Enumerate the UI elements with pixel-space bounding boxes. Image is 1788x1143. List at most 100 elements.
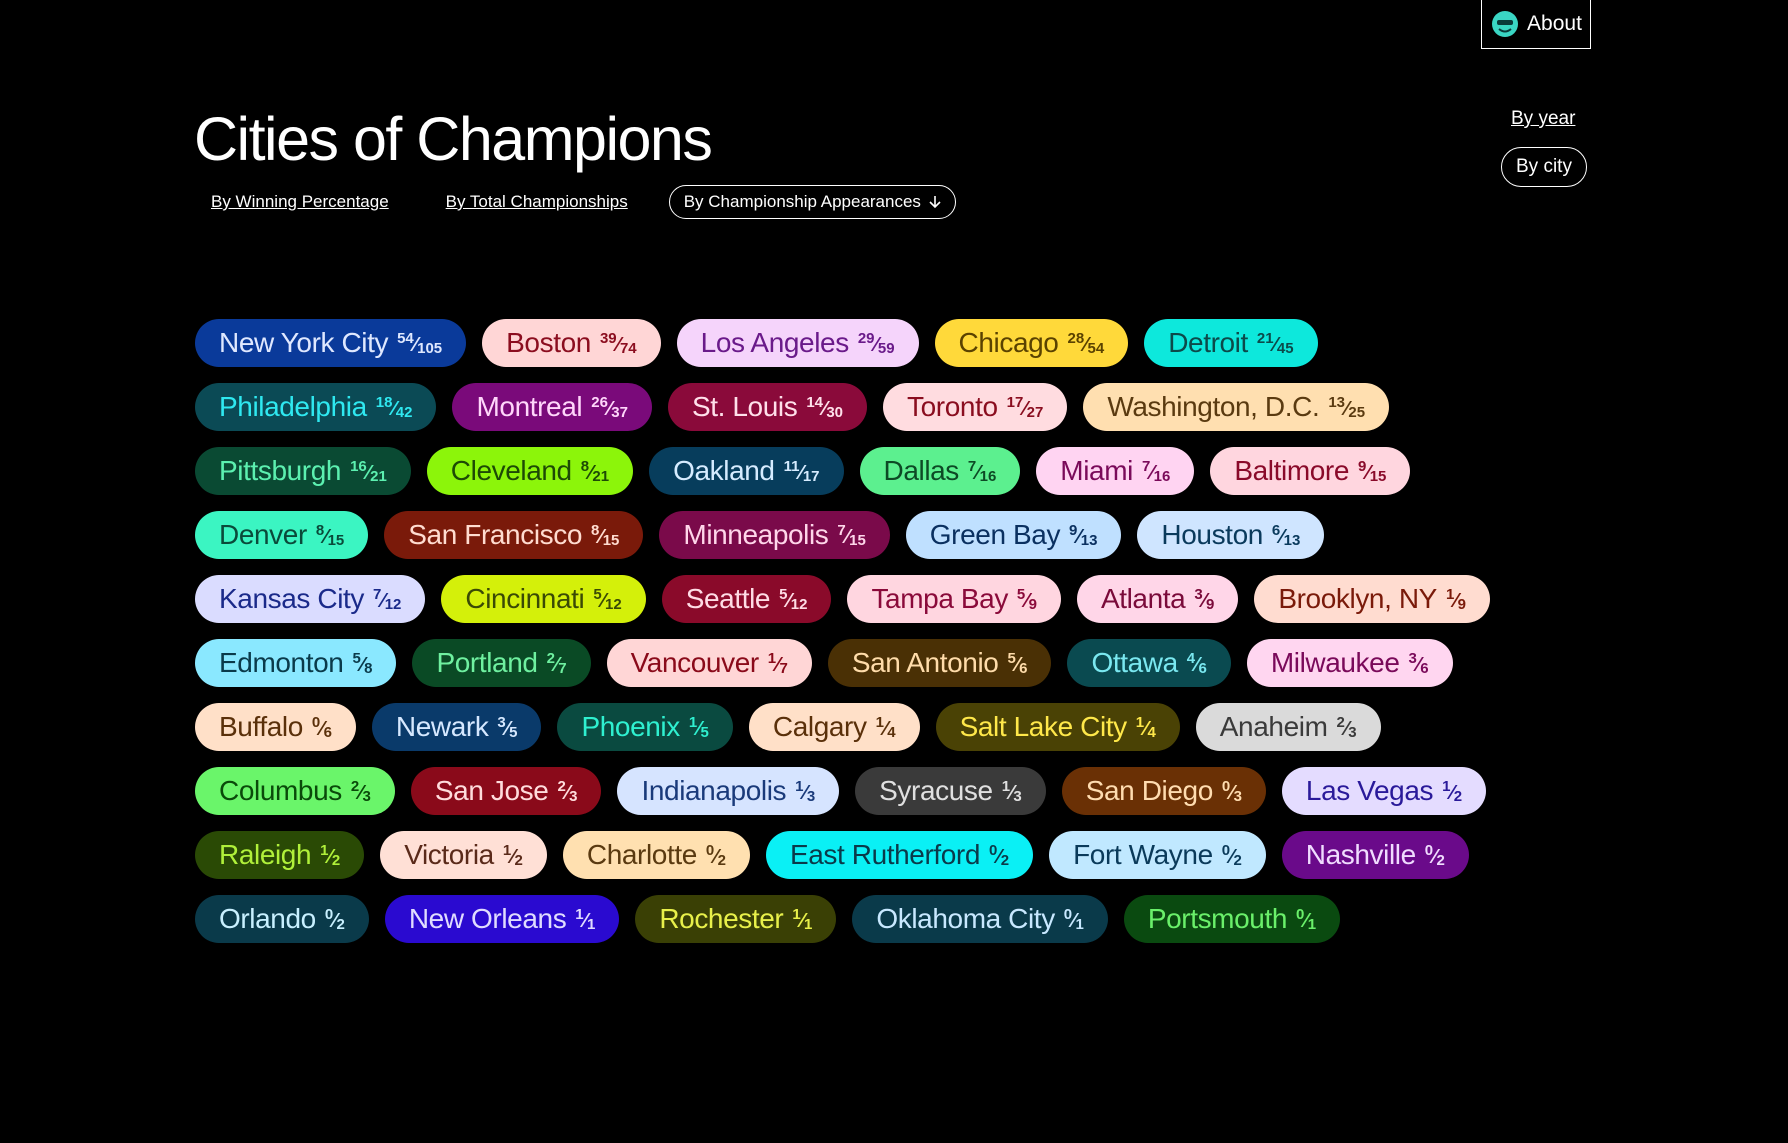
city-name: Calgary: [772, 711, 867, 742]
city-pill[interactable]: Detroit 21⁄45: [1144, 319, 1318, 367]
city-record: 8⁄21: [580, 457, 610, 485]
sort-option[interactable]: By Total Championships: [445, 192, 628, 211]
about-label: About: [1527, 12, 1582, 35]
city-pill[interactable]: Philadelphia 18⁄42: [195, 383, 437, 431]
city-pill[interactable]: Oakland 11⁄17: [649, 447, 844, 495]
city-pill[interactable]: New Orleans 1⁄1: [384, 895, 620, 943]
city-record: 1⁄9: [1445, 585, 1466, 613]
sort-options: By Winning Percentage By Total Champions…: [195, 185, 956, 219]
city-name: Buffalo: [219, 711, 303, 742]
city-pill[interactable]: Buffalo 0⁄6: [195, 703, 356, 751]
city-pill[interactable]: Cleveland 8⁄21: [426, 447, 634, 495]
city-name: Atlanta: [1100, 583, 1186, 614]
city-name: Victoria: [404, 839, 494, 870]
city-pill[interactable]: Houston 6⁄13: [1137, 511, 1325, 559]
city-name: Washington, D.C.: [1107, 391, 1320, 422]
city-pill[interactable]: Indianapolis 1⁄3: [617, 767, 840, 815]
city-record: 1⁄3: [1001, 777, 1022, 805]
about-icon: [1492, 11, 1519, 37]
city-pill[interactable]: Orlando 0⁄2: [195, 895, 369, 943]
city-pill[interactable]: Baltimore 9⁄15: [1210, 447, 1411, 495]
city-pill[interactable]: St. Louis 14⁄30: [667, 383, 868, 431]
city-name: Newark: [395, 711, 489, 742]
city-record: 39⁄74: [599, 329, 637, 357]
city-pill[interactable]: Salt Lake City 1⁄4: [935, 703, 1180, 751]
city-pill[interactable]: Chicago 28⁄54: [934, 319, 1129, 367]
city-name: East Rutherford: [789, 839, 981, 870]
city-record: 0⁄2: [989, 841, 1010, 869]
city-record: 2⁄7: [546, 649, 567, 677]
city-name: Oklahoma City: [876, 903, 1055, 934]
city-record: 6⁄13: [1271, 521, 1301, 549]
city-pill[interactable]: San Francisco 8⁄15: [384, 511, 644, 559]
city-pill[interactable]: Washington, D.C. 13⁄25: [1083, 383, 1390, 431]
city-pill[interactable]: Calgary 1⁄4: [748, 703, 920, 751]
city-record: 18⁄42: [375, 393, 413, 421]
city-pill[interactable]: Dallas 7⁄16: [859, 447, 1021, 495]
city-pill[interactable]: Toronto 17⁄27: [883, 383, 1068, 431]
city-row: Columbus 2⁄3 San Jose 2⁄3 Indianapolis 1⁄3 Syr…: [195, 767, 1490, 815]
city-pill[interactable]: Atlanta 3⁄9: [1076, 575, 1239, 623]
city-record: 26⁄37: [591, 393, 628, 421]
view-option[interactable]: By year: [1511, 108, 1576, 129]
city-pill[interactable]: Raleigh 1⁄2: [195, 831, 365, 879]
city-pill[interactable]: San Jose 2⁄3: [410, 767, 602, 815]
city-record: 7⁄16: [1141, 457, 1171, 485]
city-pill[interactable]: Charlotte 0⁄2: [562, 831, 750, 879]
city-row: Edmonton 5⁄8 Portland 2⁄7 Vancouver 1⁄7 San An…: [195, 639, 1490, 687]
city-name: Portsmouth: [1147, 903, 1288, 934]
city-name: San Antonio: [851, 647, 999, 678]
city-name: Green Bay: [929, 519, 1061, 550]
city-pill[interactable]: Anaheim 2⁄3: [1195, 703, 1381, 751]
city-pill[interactable]: Portsmouth 0⁄1: [1123, 895, 1341, 943]
city-name: Orlando: [219, 903, 316, 934]
city-pill[interactable]: Nashville 0⁄2: [1281, 831, 1469, 879]
city-pill[interactable]: Ottawa 4⁄6: [1067, 639, 1231, 687]
city-pill[interactable]: Columbus 2⁄3: [195, 767, 395, 815]
about-button[interactable]: About: [1481, 0, 1591, 49]
city-pill[interactable]: Green Bay 9⁄13: [905, 511, 1122, 559]
city-pill[interactable]: Kansas City 7⁄12: [195, 575, 426, 623]
city-name: Charlotte: [586, 839, 697, 870]
city-pill[interactable]: Phoenix 1⁄5: [557, 703, 733, 751]
city-pill[interactable]: Minneapolis 7⁄15: [659, 511, 890, 559]
city-pill[interactable]: Newark 3⁄5: [371, 703, 542, 751]
city-pill[interactable]: Victoria 1⁄2: [380, 831, 547, 879]
city-pill[interactable]: Vancouver 1⁄7: [606, 639, 812, 687]
city-record: 2⁄3: [557, 777, 578, 805]
city-pill[interactable]: Denver 8⁄15: [195, 511, 369, 559]
city-name: Salt Lake City: [959, 711, 1128, 742]
city-pill[interactable]: Rochester 1⁄1: [635, 895, 837, 943]
city-pill[interactable]: Las Vegas 1⁄2: [1281, 767, 1487, 815]
city-name: Los Angeles: [700, 327, 850, 358]
city-pill[interactable]: Los Angeles 29⁄59: [676, 319, 919, 367]
city-pill[interactable]: San Antonio 5⁄6: [827, 639, 1052, 687]
view-option-active[interactable]: By city: [1501, 147, 1587, 187]
city-pill[interactable]: Seattle 5⁄12: [661, 575, 832, 623]
city-name: Ottawa: [1091, 647, 1178, 678]
city-pill[interactable]: Tampa Bay 5⁄9: [847, 575, 1061, 623]
city-name: Phoenix: [581, 711, 680, 742]
city-pill[interactable]: Cincinnati 5⁄12: [441, 575, 646, 623]
city-pill[interactable]: Portland 2⁄7: [412, 639, 591, 687]
city-pill[interactable]: Fort Wayne 0⁄2: [1049, 831, 1266, 879]
city-pill[interactable]: San Diego 0⁄3: [1061, 767, 1266, 815]
city-pill[interactable]: Brooklyn, NY 1⁄9: [1254, 575, 1490, 623]
city-name: Anaheim: [1219, 711, 1328, 742]
city-record: 14⁄30: [806, 393, 844, 421]
city-name: San Francisco: [408, 519, 583, 550]
sort-option[interactable]: By Winning Percentage: [211, 192, 389, 211]
sort-option-active[interactable]: By Championship Appearances: [668, 185, 956, 219]
city-pill[interactable]: Pittsburgh 16⁄21: [195, 447, 411, 495]
city-pill[interactable]: Boston 39⁄74: [482, 319, 661, 367]
city-pill[interactable]: Syracuse 1⁄3: [855, 767, 1046, 815]
city-pill[interactable]: Milwaukee 3⁄6: [1246, 639, 1453, 687]
city-pill[interactable]: Montreal 26⁄37: [452, 383, 652, 431]
city-pill[interactable]: New York City 54⁄105: [195, 319, 467, 367]
city-pill[interactable]: East Rutherford 0⁄2: [765, 831, 1034, 879]
city-record: 1⁄1: [792, 905, 813, 933]
city-pill[interactable]: Oklahoma City 0⁄1: [852, 895, 1108, 943]
city-pill[interactable]: Edmonton 5⁄8: [195, 639, 397, 687]
city-row: Denver 8⁄15 San Francisco 8⁄15 Minneapolis 7⁄…: [195, 511, 1490, 559]
city-pill[interactable]: Miami 7⁄16: [1036, 447, 1195, 495]
